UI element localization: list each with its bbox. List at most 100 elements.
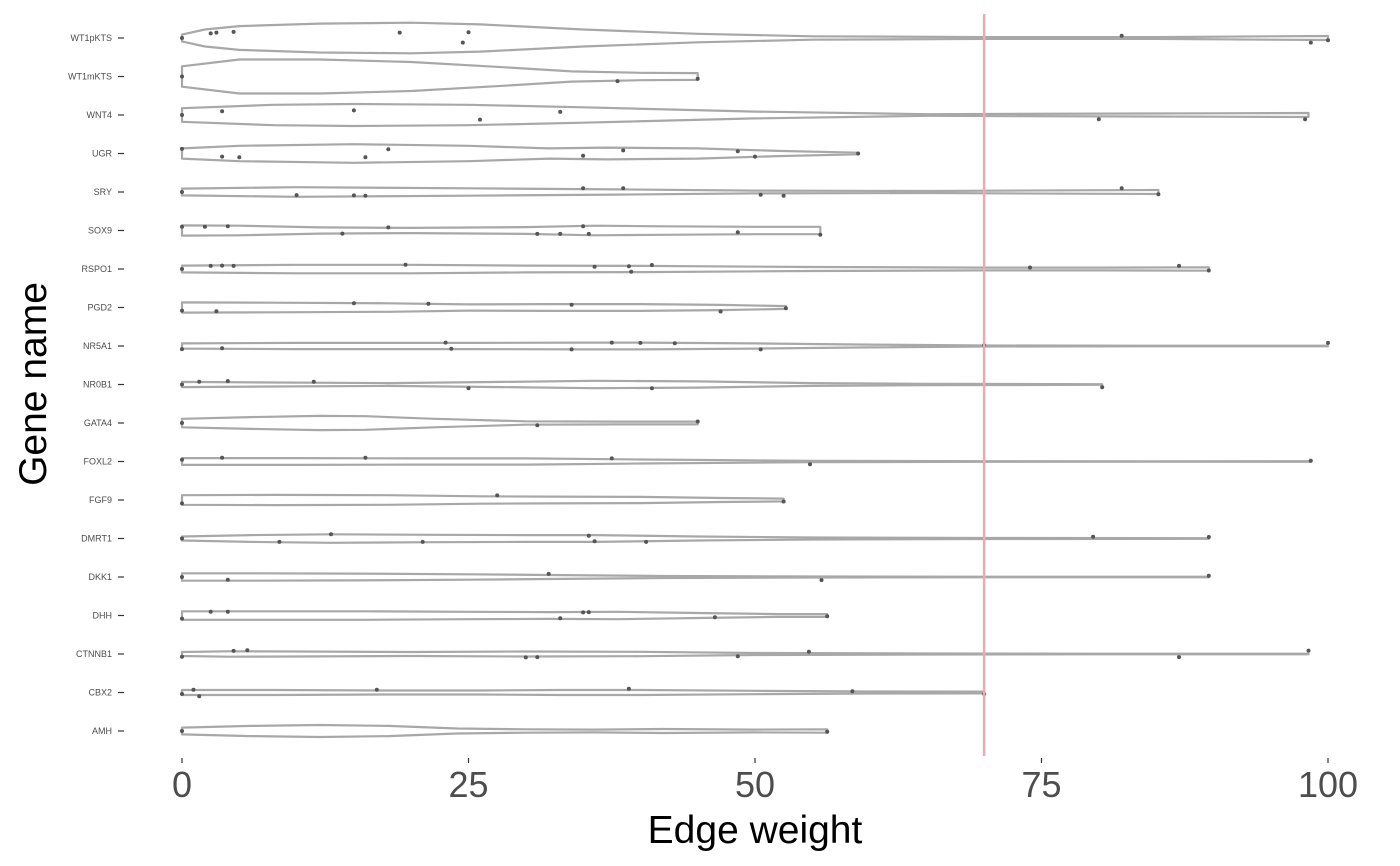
data-point (569, 302, 574, 307)
data-point (1156, 192, 1161, 197)
data-point (363, 155, 368, 160)
y-tick-label: FOXL2 (83, 457, 112, 467)
data-point (225, 224, 230, 229)
data-point (581, 610, 586, 615)
data-point (351, 108, 356, 113)
data-point (214, 309, 219, 314)
y-tick-label: SOX9 (88, 226, 112, 236)
data-point (735, 149, 740, 154)
data-point (586, 610, 591, 615)
data-point (351, 301, 356, 306)
x-axis: 0 25 50 75 100 (172, 758, 1358, 805)
x-tick-label: 100 (1298, 764, 1358, 805)
y-tick-label: DMRT1 (81, 534, 112, 544)
data-point (180, 347, 184, 352)
violin-wt1mkts (180, 58, 699, 95)
data-point (220, 109, 225, 114)
data-point (825, 614, 830, 619)
data-point (478, 117, 482, 122)
data-point (615, 79, 620, 84)
data-point (609, 456, 614, 461)
y-axis: WT1pKTS WT1mKTS WNT4 UGR SRY SOX9 RSPO1 PGD2 NR5… (68, 33, 124, 736)
data-point (1303, 117, 1308, 122)
data-point (466, 386, 471, 391)
data-point (351, 193, 356, 198)
data-point (208, 609, 213, 614)
data-point (214, 30, 219, 35)
data-point (180, 421, 184, 425)
data-point (180, 146, 184, 151)
violin-amh (180, 723, 829, 739)
data-point (626, 686, 631, 691)
data-point (1206, 535, 1211, 539)
data-point (231, 29, 236, 34)
data-point (850, 689, 855, 694)
data-point (277, 539, 282, 544)
violin-dhh (180, 610, 829, 621)
data-point (621, 148, 626, 153)
violin-gata4 (180, 414, 699, 432)
data-point (495, 493, 500, 498)
data-point (225, 577, 230, 582)
data-point (644, 539, 649, 544)
data-point (1091, 534, 1096, 539)
violin-layer (180, 21, 1330, 739)
data-point (672, 341, 677, 346)
data-point (180, 113, 184, 117)
data-point (569, 347, 574, 352)
y-tick-label: CTNNB1 (76, 649, 112, 659)
data-point (586, 231, 591, 236)
data-point (609, 340, 614, 345)
data-point (180, 267, 184, 271)
data-point (581, 186, 586, 191)
data-point (695, 419, 700, 424)
y-tick-label: NR0B1 (83, 380, 112, 390)
data-point (1096, 117, 1101, 122)
x-tick-label: 0 (172, 764, 192, 805)
data-point (386, 225, 391, 230)
data-point (592, 539, 597, 544)
data-point (806, 649, 811, 654)
data-point (180, 575, 184, 579)
data-point (180, 616, 184, 621)
data-point (197, 379, 202, 384)
data-point (825, 729, 830, 734)
data-point (783, 306, 788, 311)
violin-sry (180, 186, 1160, 198)
data-point (1308, 458, 1313, 463)
data-point (403, 262, 408, 267)
violin-cbx2 (180, 688, 986, 697)
data-point (180, 36, 184, 40)
data-point (231, 648, 236, 653)
data-point (329, 532, 333, 537)
data-point (649, 386, 654, 391)
y-tick-label: RSPO1 (81, 264, 112, 274)
data-point (231, 263, 236, 268)
data-point (523, 655, 528, 660)
data-point (1177, 263, 1181, 268)
x-tick-label: 25 (448, 764, 488, 805)
violin-fgf9 (180, 493, 785, 507)
y-tick-label: DHH (93, 611, 113, 621)
data-point (712, 615, 717, 620)
data-point (856, 151, 861, 156)
data-point (621, 186, 626, 191)
data-point (558, 109, 563, 114)
data-point (180, 457, 184, 462)
data-point (426, 301, 431, 306)
data-point (629, 269, 634, 274)
data-point (535, 655, 540, 660)
violin-dkk1 (180, 572, 1210, 582)
data-point (202, 224, 207, 229)
data-point (1306, 648, 1311, 653)
data-point (180, 382, 184, 387)
data-point (1100, 385, 1105, 390)
y-tick-label: SRY (94, 187, 112, 197)
data-point (781, 193, 786, 198)
data-point (808, 462, 812, 467)
data-point (449, 346, 454, 351)
y-tick-label: DKK1 (88, 572, 112, 582)
data-point (758, 192, 763, 197)
data-point (225, 609, 230, 614)
